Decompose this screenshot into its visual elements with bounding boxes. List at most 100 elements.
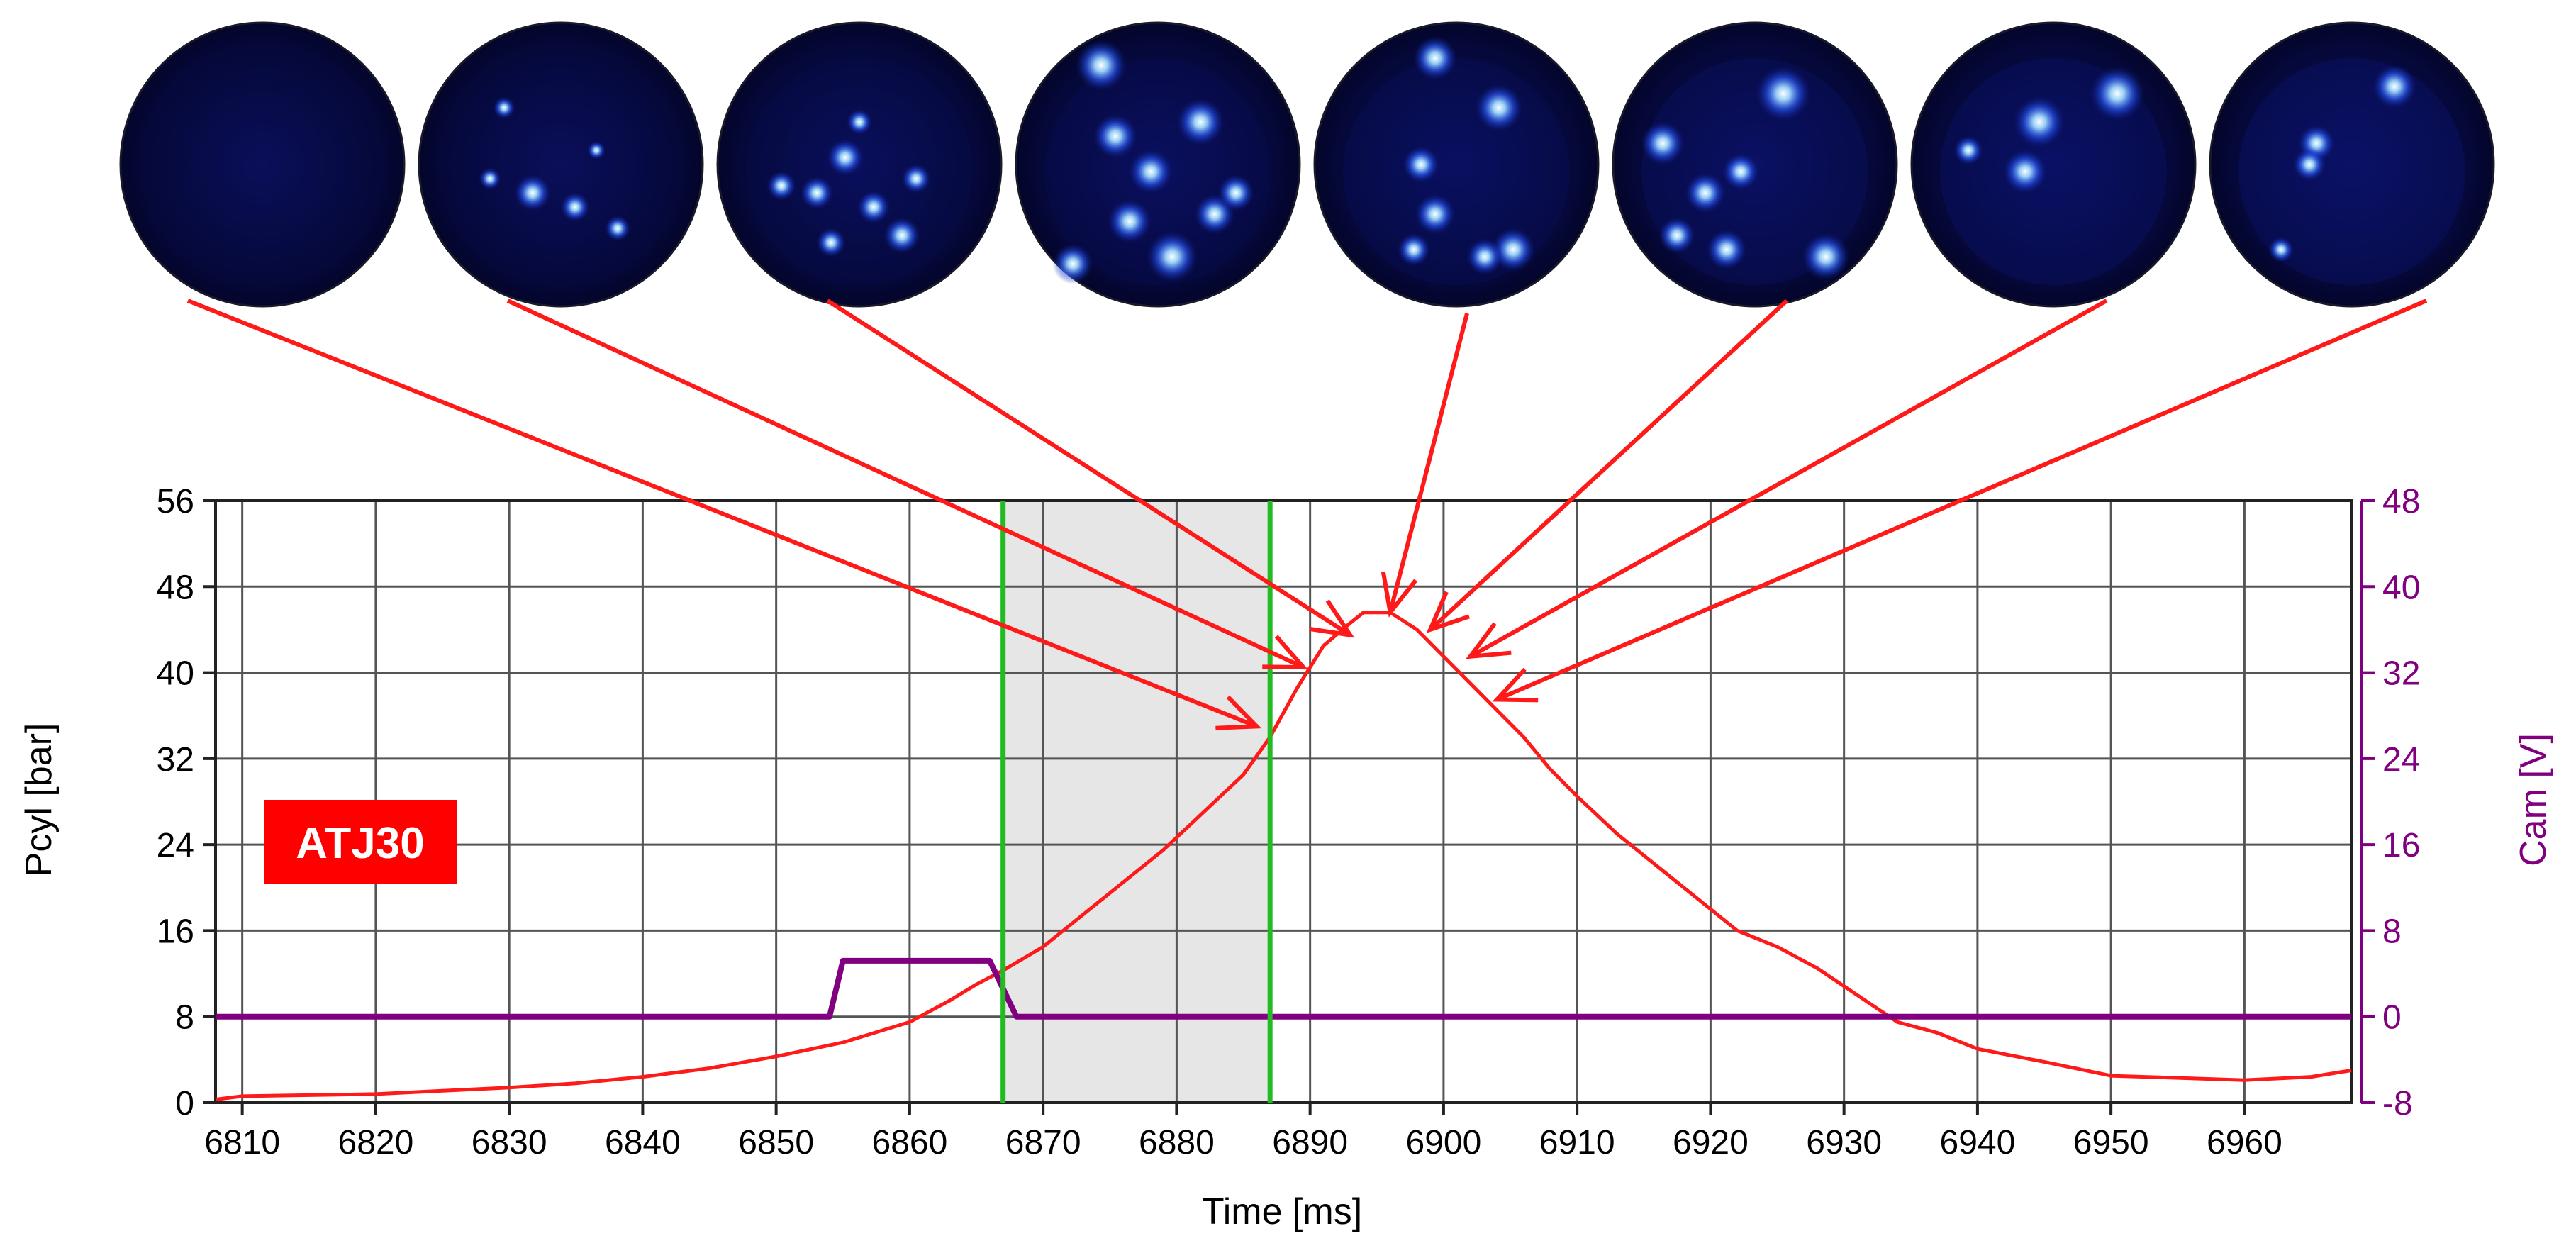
- arrow-head: [1426, 591, 1470, 633]
- plot-area: 6810 6820 6830 6840 6850 6860 6870 6880 6890 6900…: [157, 483, 2421, 1161]
- arrow-annotation: [826, 299, 1355, 638]
- y-left-tick-label: 24: [157, 827, 194, 864]
- flame-spot: [2013, 96, 2065, 148]
- y-axis-right-label: Cam [V]: [2513, 733, 2554, 867]
- flame-spot: [1802, 233, 1850, 281]
- x-tick-label: 6860: [872, 1124, 948, 1161]
- x-tick-label: 6910: [1539, 1124, 1615, 1161]
- arrow-head: [1492, 667, 1539, 703]
- flame-spot: [901, 164, 931, 194]
- arrow-shaft: [826, 299, 1351, 637]
- combustion-image-frame: [2209, 21, 2495, 308]
- y-right-tick-label: 8: [2382, 913, 2402, 950]
- flame-spot: [1412, 35, 1458, 81]
- y-right-tick-label: 0: [2382, 999, 2402, 1037]
- x-tick-label: 6960: [2207, 1124, 2282, 1161]
- label-box-text: ATJ30: [296, 819, 425, 868]
- arrow-annotation: [1492, 299, 2428, 703]
- arrow-head: [1262, 635, 1308, 670]
- arrow-annotation: [1466, 299, 2108, 659]
- flame-spot: [1176, 98, 1225, 146]
- shaded-region: [1003, 501, 1271, 1103]
- flame-spot: [1706, 229, 1747, 270]
- arrow-annotation: [1381, 313, 1469, 618]
- arrow-head: [1381, 571, 1418, 618]
- arrow-shaft: [1388, 313, 1469, 613]
- flame-spot: [514, 174, 551, 211]
- y-right-tick-label: 48: [2382, 483, 2420, 520]
- flame-spot: [587, 141, 606, 160]
- y-left-tick-label: 16: [157, 913, 194, 950]
- x-tick-label: 6850: [738, 1124, 814, 1161]
- flame-spot: [800, 176, 834, 210]
- x-tick-label: 6820: [338, 1124, 414, 1161]
- combustion-image: [1910, 21, 2197, 308]
- flame-spot: [846, 108, 873, 135]
- flame-spot: [1640, 121, 1685, 166]
- flame-spot: [604, 215, 631, 242]
- arrow-head: [1215, 695, 1262, 730]
- flame-spot: [1658, 217, 1695, 254]
- x-tick-label: 6920: [1673, 1124, 1749, 1161]
- flame-spot: [2002, 149, 2048, 194]
- x-tick-label: 6930: [1806, 1124, 1882, 1161]
- y-right-tick-label: 32: [2382, 655, 2420, 693]
- flame-spot: [1107, 199, 1152, 244]
- flame-spot: [2372, 64, 2417, 109]
- x-axis-label: Time [ms]: [1202, 1191, 1362, 1232]
- y-left-tick-label: 48: [157, 569, 194, 606]
- combustion-image-haze: [2238, 58, 2465, 285]
- flame-spot: [857, 190, 891, 224]
- flame-spot: [560, 192, 590, 222]
- y-left-tick-label: 56: [157, 483, 194, 520]
- x-tick-label: 6890: [1272, 1124, 1348, 1161]
- y-left-tick-label: 8: [175, 999, 194, 1037]
- y-axis-left-label: Pcyl [bar]: [18, 723, 60, 877]
- flame-spot: [2268, 236, 2295, 263]
- flame-spot: [1953, 135, 1983, 165]
- arrow-head: [1466, 622, 1512, 659]
- flame-spot: [1722, 153, 1759, 190]
- flame-spot: [2292, 147, 2326, 182]
- flame-spot: [766, 171, 796, 201]
- x-tick-label: 6950: [2073, 1124, 2149, 1161]
- flame-spot: [1128, 149, 1173, 194]
- flame-spot: [493, 96, 515, 119]
- y-right-tick-label: 16: [2382, 827, 2420, 864]
- x-tick-label: 6870: [1005, 1124, 1081, 1161]
- flame-spot: [1685, 172, 1726, 213]
- arrow-annotation: [186, 299, 1262, 730]
- flame-spot: [883, 217, 920, 254]
- flame-spot: [1146, 230, 1198, 283]
- arrow-head: [1309, 599, 1355, 638]
- flame-spot: [816, 228, 846, 257]
- combustion-image-haze: [1343, 58, 1570, 285]
- flame-spot: [1475, 84, 1523, 132]
- flame-spot: [2090, 66, 2145, 121]
- flame-spot: [1415, 194, 1456, 235]
- combustion-image: [2209, 21, 2495, 308]
- combustion-image: [1313, 21, 1600, 308]
- series-line-cam: [216, 957, 2351, 1020]
- x-tick-label: 6940: [1940, 1124, 2016, 1161]
- combustion-image: [1015, 21, 1301, 308]
- flame-spot: [479, 167, 501, 190]
- combustion-image-haze: [447, 58, 674, 285]
- arrow-shaft: [1496, 299, 2428, 702]
- tick-labels: 6810 6820 6830 6840 6850 6860 6870 6880 6890 6900…: [157, 483, 2421, 1161]
- x-tick-label: 6880: [1139, 1124, 1215, 1161]
- y-left-tick-label: 0: [175, 1085, 194, 1122]
- flame-spot: [1093, 113, 1138, 159]
- label-box-background: [264, 800, 457, 884]
- flame-spot: [1397, 233, 1431, 267]
- combustion-image: [716, 21, 1003, 308]
- x-tick-label: 6840: [605, 1124, 681, 1161]
- combustion-image: [1612, 21, 1898, 308]
- x-tick-label: 6830: [472, 1124, 547, 1161]
- arrow-shaft: [186, 299, 1258, 729]
- x-tick-label: 6810: [204, 1124, 280, 1161]
- flame-spot: [1466, 238, 1503, 275]
- y-right-tick-label: 24: [2382, 741, 2420, 779]
- combustion-image-frame: [119, 21, 406, 308]
